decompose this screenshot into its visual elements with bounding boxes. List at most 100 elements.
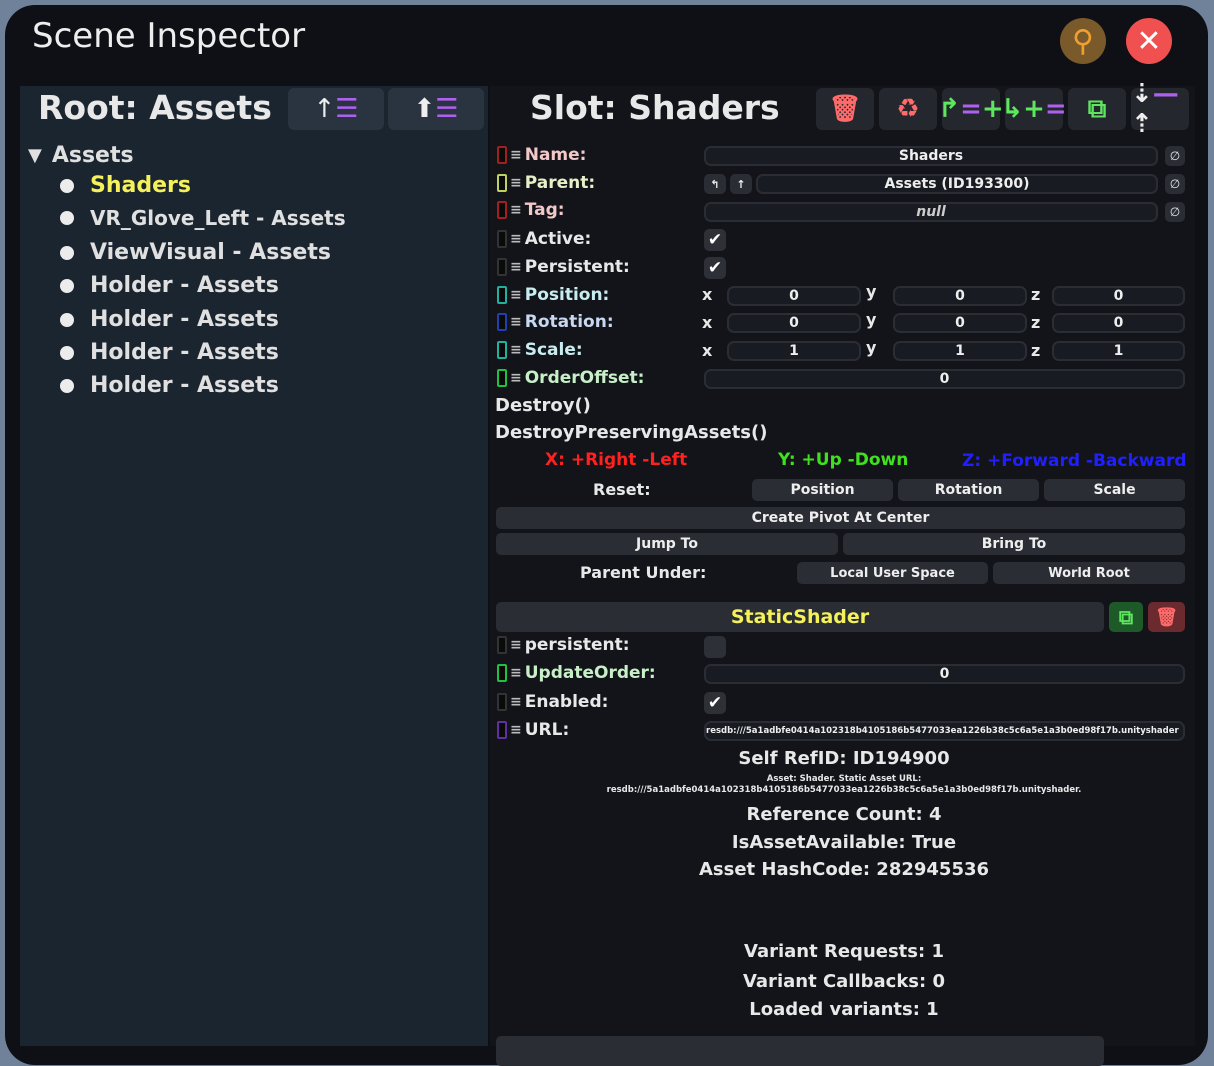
- rotation-y-field[interactable]: 0: [893, 313, 1027, 333]
- tree-item[interactable]: Holder - Assets: [60, 373, 279, 398]
- enabled-label[interactable]: ≡ Enabled:: [497, 692, 608, 712]
- tree-item[interactable]: ViewVisual - Assets: [60, 240, 331, 265]
- menu-icon: ≡: [510, 231, 522, 247]
- null-icon: ∅: [1169, 177, 1181, 191]
- orderoffset-field[interactable]: 0: [704, 369, 1185, 389]
- tree-item[interactable]: VR_Glove_Left - Assets: [60, 206, 346, 230]
- persistent-checkbox[interactable]: ✔: [704, 257, 726, 279]
- reset-label: Reset:: [593, 480, 651, 499]
- axis-x-label: x: [702, 285, 713, 304]
- parent-under-label: Parent Under:: [580, 563, 707, 582]
- add-child-button[interactable]: ↳+=: [1001, 88, 1067, 130]
- destroy-button[interactable]: Destroy(): [495, 395, 591, 416]
- axis-z-legend: Z: +Forward -Backward: [962, 451, 1187, 471]
- insert-parent-button[interactable]: ↱=+: [938, 88, 1004, 130]
- tree-item-label: Holder - Assets: [90, 273, 279, 298]
- destroy-preserving-assets-button[interactable]: DestroyPreservingAssets(): [495, 422, 768, 443]
- axis-y-label: y: [866, 310, 877, 329]
- orderoffset-label[interactable]: ≡ OrderOffset:: [497, 368, 644, 388]
- rotation-label[interactable]: ≡ Rotation:: [497, 312, 614, 332]
- enabled-checkbox[interactable]: ✔: [704, 692, 726, 714]
- reset-position-button[interactable]: Position: [752, 479, 893, 501]
- tree-item[interactable]: Shaders: [60, 173, 191, 198]
- scale-x-field[interactable]: 1: [727, 341, 861, 361]
- axis-z-label: z: [1031, 313, 1041, 332]
- axis-y-label: y: [866, 282, 877, 301]
- rotation-z-field[interactable]: 0: [1052, 313, 1185, 333]
- recycle-icon: ♻: [896, 94, 920, 124]
- persistent-label[interactable]: ≡ Persistent:: [497, 257, 630, 277]
- tree-item-label: Holder - Assets: [90, 373, 279, 398]
- duplicate-component-button[interactable]: ⧉: [1109, 602, 1143, 632]
- destroy-preserving-button[interactable]: ♻: [879, 88, 937, 130]
- position-x-field[interactable]: 0: [727, 286, 861, 306]
- component-persistent-label[interactable]: ≡ persistent:: [497, 635, 630, 655]
- local-user-space-button[interactable]: Local User Space: [797, 562, 988, 584]
- tree-root[interactable]: ▼ Assets: [28, 143, 134, 168]
- checkmark-icon: ✔: [707, 693, 723, 713]
- pin-button[interactable]: ⚲: [1060, 18, 1106, 64]
- parent-label[interactable]: ≡ Parent:: [497, 173, 595, 193]
- jump-to-button[interactable]: Jump To: [496, 533, 838, 555]
- tree-item[interactable]: Holder - Assets: [60, 273, 279, 298]
- duplicate-button[interactable]: ⧉: [1068, 88, 1126, 130]
- name-field[interactable]: Shaders: [704, 146, 1158, 166]
- tree-item-label: Shaders: [90, 173, 191, 198]
- destroy-slot-button[interactable]: 🗑︎: [816, 88, 874, 130]
- position-z-field[interactable]: 0: [1052, 286, 1185, 306]
- scale-y-field[interactable]: 1: [893, 341, 1027, 361]
- world-root-button[interactable]: World Root: [993, 562, 1185, 584]
- name-label[interactable]: ≡ Name:: [497, 145, 586, 165]
- hierarchy-panel: [20, 86, 488, 1046]
- tree-item[interactable]: Holder - Assets: [60, 307, 279, 332]
- tree-item[interactable]: Holder - Assets: [60, 340, 279, 365]
- collapse-triangle-icon[interactable]: ▼: [28, 145, 42, 166]
- reset-rotation-button[interactable]: Rotation: [898, 479, 1039, 501]
- menu-icon: ≡: [510, 175, 522, 191]
- tree-root-label: Assets: [51, 143, 134, 168]
- collapse-button[interactable]: ⇣—⇡: [1131, 79, 1189, 139]
- field-type-icon: [497, 230, 507, 248]
- root-up-button[interactable]: ↑☰: [288, 88, 384, 130]
- rotation-x-field[interactable]: 0: [727, 313, 861, 333]
- parent-jump-button[interactable]: ↰: [704, 174, 726, 194]
- variant-requests: Variant Requests: 1: [744, 941, 944, 962]
- field-type-icon: [497, 341, 507, 359]
- self-ref-id: Self RefID: ID194900: [738, 748, 950, 769]
- null-button[interactable]: ∅: [1165, 146, 1185, 166]
- active-label[interactable]: ≡ Active:: [497, 229, 591, 249]
- tag-field[interactable]: null: [704, 202, 1158, 222]
- tree-item-label: VR_Glove_Left - Assets: [90, 206, 346, 230]
- null-button[interactable]: ∅: [1165, 174, 1185, 194]
- null-button[interactable]: ∅: [1165, 202, 1185, 222]
- reset-scale-button[interactable]: Scale: [1044, 479, 1185, 501]
- duplicate-icon: ⧉: [1118, 605, 1134, 629]
- update-order-field[interactable]: 0: [704, 664, 1185, 684]
- active-checkbox[interactable]: ✔: [704, 229, 726, 251]
- tag-label[interactable]: ≡ Tag:: [497, 200, 565, 220]
- component-persistent-checkbox[interactable]: [704, 636, 726, 658]
- component-header[interactable]: StaticShader: [496, 602, 1104, 632]
- bring-to-button[interactable]: Bring To: [843, 533, 1185, 555]
- asset-info-line-1: Asset: Shader. Static Asset URL:: [766, 774, 922, 784]
- menu-icon: ≡: [510, 637, 522, 653]
- scale-label[interactable]: ≡ Scale:: [497, 340, 583, 360]
- position-y-field[interactable]: 0: [893, 286, 1027, 306]
- remove-component-button[interactable]: 🗑︎: [1148, 602, 1185, 632]
- url-field[interactable]: resdb:///5a1adbfe0414a102318b4105186b547…: [704, 721, 1185, 741]
- create-pivot-button[interactable]: Create Pivot At Center: [496, 507, 1185, 529]
- add-child-icon: ↳+=: [1001, 94, 1067, 124]
- parent-up-button[interactable]: ↑: [730, 174, 752, 194]
- checkmark-icon: ✔: [707, 258, 723, 278]
- next-component-header[interactable]: [496, 1036, 1104, 1066]
- position-label[interactable]: ≡ Position:: [497, 285, 609, 305]
- url-label[interactable]: ≡ URL:: [497, 720, 569, 740]
- root-to-slot-button[interactable]: ⬆☰: [388, 88, 484, 130]
- update-order-label[interactable]: ≡ UpdateOrder:: [497, 663, 656, 683]
- bullet-icon: [60, 312, 74, 327]
- field-type-icon: [497, 313, 507, 331]
- close-button[interactable]: ✕: [1126, 18, 1172, 64]
- scale-z-field[interactable]: 1: [1052, 341, 1185, 361]
- parent-field[interactable]: Assets (ID193300): [756, 174, 1158, 194]
- trash-icon: 🗑︎: [828, 94, 862, 124]
